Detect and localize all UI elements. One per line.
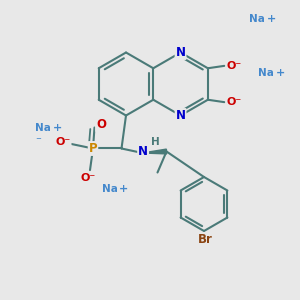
Text: H: H (151, 136, 160, 147)
Text: +: + (276, 68, 285, 79)
Text: N: N (176, 109, 186, 122)
Text: N: N (138, 145, 148, 158)
Text: Br: Br (198, 233, 213, 246)
Text: O⁻: O⁻ (81, 173, 96, 184)
Text: O: O (96, 118, 106, 131)
Text: P: P (89, 142, 97, 155)
Text: Na: Na (35, 123, 51, 134)
Text: +: + (267, 14, 276, 25)
Text: O⁻: O⁻ (226, 97, 242, 107)
Text: Na: Na (258, 68, 273, 79)
Polygon shape (142, 149, 167, 154)
Text: O⁻: O⁻ (226, 61, 242, 71)
Text: +: + (52, 123, 62, 134)
Text: Na: Na (102, 184, 117, 194)
Text: N: N (176, 46, 186, 59)
Text: Na: Na (249, 14, 264, 25)
Text: ⁻: ⁻ (35, 136, 41, 147)
Text: O⁻: O⁻ (56, 136, 70, 147)
Text: +: + (119, 184, 128, 194)
